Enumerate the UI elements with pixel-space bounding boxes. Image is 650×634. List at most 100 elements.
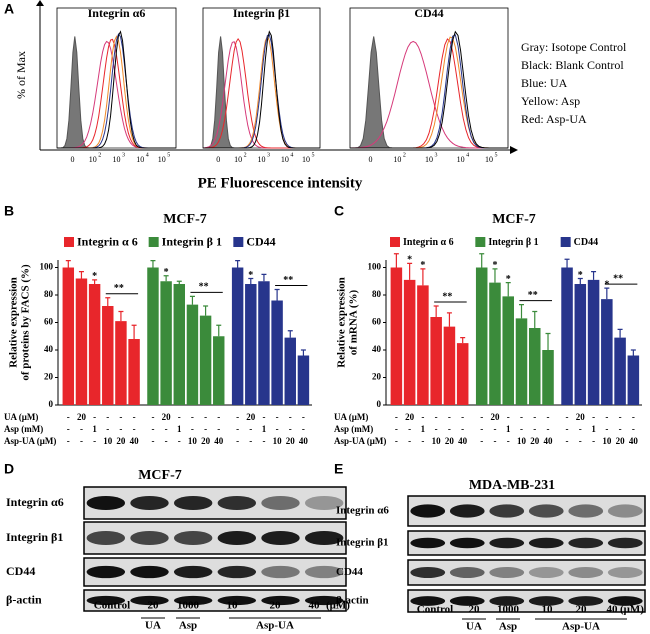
blot-band: [173, 530, 213, 546]
treatment-cell: -: [507, 412, 510, 422]
treatment-cell: 40: [544, 436, 554, 446]
blot-band: [86, 530, 126, 546]
blot-band: [217, 530, 257, 546]
treatment-cell: -: [106, 424, 109, 434]
lane-label: 20: [469, 604, 481, 616]
treatment-label: Asp (mM): [4, 424, 43, 434]
error-bar: [203, 305, 209, 316]
lane-label: 10: [542, 604, 554, 616]
lane-label: 40: [309, 600, 321, 612]
bar: [430, 317, 442, 405]
y-tick-label: 0: [377, 399, 382, 409]
y-tick-label: 40: [44, 344, 54, 354]
y-tick-label: 20: [372, 372, 382, 382]
treatment-cell: -: [632, 424, 635, 434]
treatment-cell: -: [632, 412, 635, 422]
treatment-cell: -: [579, 424, 582, 434]
treatment-label: UA (μM): [334, 412, 368, 422]
treatment-cell: -: [435, 424, 438, 434]
treatment-cell: -: [217, 424, 220, 434]
treatment-cell: 40: [458, 436, 468, 446]
treatment-cell: -: [408, 424, 411, 434]
significance: *: [492, 260, 497, 271]
blot-band: [130, 595, 169, 606]
legend-entry: Blue: UA: [521, 76, 568, 90]
blot-band: [528, 537, 564, 549]
blot-band: [217, 595, 257, 606]
treatment-cell: 10: [273, 436, 283, 446]
x-tick-label: 10: [136, 155, 144, 164]
error-bar: [131, 324, 137, 339]
treatment-cell: -: [302, 412, 305, 422]
treatment-cell: 40: [130, 436, 140, 446]
panel-letter: B: [4, 203, 14, 219]
bar: [456, 343, 469, 405]
significance: *: [578, 270, 583, 281]
legend-entry: Red: Asp-UA: [521, 112, 587, 126]
y-tick-label: 60: [44, 317, 54, 327]
treatment-cell: 20: [162, 412, 172, 422]
treatment-cell: -: [151, 424, 154, 434]
y-tick-label: 20: [44, 372, 54, 382]
treatment-cell: -: [119, 412, 122, 422]
legend-swatch: [560, 237, 571, 247]
blot-band: [607, 596, 643, 606]
blot-band: [173, 595, 213, 606]
treatment-cell: -: [67, 436, 70, 446]
lane-label: 10: [227, 600, 239, 612]
error-bar: [492, 268, 498, 283]
treatment-cell: -: [67, 412, 70, 422]
error-bar: [545, 332, 551, 350]
treatment-cell: -: [493, 436, 496, 446]
blot-band: [261, 530, 300, 546]
x-tick-exponent: 4: [290, 152, 293, 158]
x-tick-label: 10: [302, 155, 310, 164]
legend-swatch: [475, 237, 486, 247]
x-tick-exponent: 5: [311, 152, 314, 158]
treatment-cell: 20: [576, 412, 586, 422]
lane-label: (μM): [620, 604, 644, 616]
treatment-cell: -: [93, 436, 96, 446]
significance: *: [420, 260, 425, 271]
treatment-cell: -: [151, 436, 154, 446]
blot-row-label: Integrin α6: [336, 505, 389, 517]
treatment-cell: -: [435, 412, 438, 422]
blot-row-label: CD44: [336, 566, 363, 578]
bar: [284, 337, 296, 405]
significance: **: [283, 275, 293, 286]
bar: [528, 328, 541, 405]
blot-band: [261, 565, 300, 579]
blot-band: [607, 504, 643, 518]
treatment-cell: -: [395, 424, 398, 434]
x-tick-label: 10: [425, 155, 433, 164]
treatment-cell: -: [566, 412, 569, 422]
blot-band: [304, 530, 344, 546]
treatment-cell: 1: [421, 424, 426, 434]
treatment-cell: -: [93, 412, 96, 422]
bar: [231, 267, 244, 405]
error-bar: [479, 253, 485, 268]
treatment-cell: -: [619, 424, 622, 434]
significance: *: [506, 274, 511, 285]
treatment-cell: -: [507, 436, 510, 446]
blot-row-label: β-actin: [336, 595, 369, 607]
blot-band: [568, 537, 604, 549]
treatment-cell: -: [178, 412, 181, 422]
treatment-cell: -: [421, 436, 424, 446]
error-bar: [604, 287, 610, 300]
treatment-cell: -: [165, 436, 168, 446]
blot-band: [410, 537, 446, 549]
treatment-cell: -: [605, 412, 608, 422]
treatment-cell: -: [106, 412, 109, 422]
error-bar: [300, 349, 306, 356]
significance: *: [248, 270, 253, 281]
x-tick-exponent: 3: [435, 152, 438, 158]
legend-swatch: [390, 237, 400, 247]
group-label: UA: [145, 620, 161, 632]
bar: [199, 315, 212, 405]
treatment-cell: -: [395, 412, 398, 422]
group-label: UA: [466, 621, 482, 633]
error-bar: [150, 260, 156, 268]
blot-row-label: β-actin: [6, 592, 42, 606]
error-bar: [261, 273, 267, 282]
